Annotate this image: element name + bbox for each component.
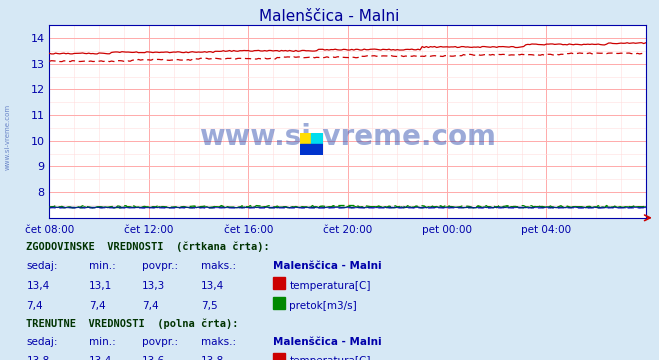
- Text: 13,4: 13,4: [89, 356, 112, 360]
- Bar: [300, 144, 312, 155]
- Text: 7,5: 7,5: [201, 301, 217, 311]
- Text: čet 08:00: čet 08:00: [25, 225, 74, 235]
- Text: maks.:: maks.:: [201, 261, 236, 271]
- Text: maks.:: maks.:: [201, 337, 236, 347]
- Text: čet 16:00: čet 16:00: [223, 225, 273, 235]
- Text: sedaj:: sedaj:: [26, 337, 58, 347]
- Text: 13,4: 13,4: [201, 281, 224, 291]
- Text: 13,8: 13,8: [26, 356, 49, 360]
- Text: povpr.:: povpr.:: [142, 337, 178, 347]
- Text: min.:: min.:: [89, 261, 116, 271]
- Text: ZGODOVINSKE  VREDNOSTI  (črtkana črta):: ZGODOVINSKE VREDNOSTI (črtkana črta):: [26, 241, 270, 252]
- Text: Malenščica - Malni: Malenščica - Malni: [273, 337, 382, 347]
- Text: 7,4: 7,4: [142, 301, 158, 311]
- Text: 13,1: 13,1: [89, 281, 112, 291]
- Bar: [312, 144, 323, 155]
- Text: Malenščica - Malni: Malenščica - Malni: [273, 261, 382, 271]
- Text: Malenščica - Malni: Malenščica - Malni: [259, 9, 400, 24]
- Text: čet 20:00: čet 20:00: [323, 225, 372, 235]
- Text: povpr.:: povpr.:: [142, 261, 178, 271]
- Text: pretok[m3/s]: pretok[m3/s]: [289, 301, 357, 311]
- Text: TRENUTNE  VREDNOSTI  (polna črta):: TRENUTNE VREDNOSTI (polna črta):: [26, 319, 239, 329]
- Text: čet 12:00: čet 12:00: [124, 225, 173, 235]
- Text: www.si-vreme.com: www.si-vreme.com: [5, 104, 11, 170]
- Text: min.:: min.:: [89, 337, 116, 347]
- Text: temperatura[C]: temperatura[C]: [289, 356, 371, 360]
- Bar: [300, 133, 312, 144]
- Text: 13,6: 13,6: [142, 356, 165, 360]
- Text: pet 00:00: pet 00:00: [422, 225, 472, 235]
- Text: 13,8: 13,8: [201, 356, 224, 360]
- Text: 13,4: 13,4: [26, 281, 49, 291]
- Text: www.si-vreme.com: www.si-vreme.com: [199, 123, 496, 151]
- Bar: [312, 133, 323, 144]
- Text: 7,4: 7,4: [26, 301, 43, 311]
- Text: 13,3: 13,3: [142, 281, 165, 291]
- Text: temperatura[C]: temperatura[C]: [289, 281, 371, 291]
- Text: sedaj:: sedaj:: [26, 261, 58, 271]
- Text: 7,4: 7,4: [89, 301, 105, 311]
- Text: pet 04:00: pet 04:00: [521, 225, 571, 235]
